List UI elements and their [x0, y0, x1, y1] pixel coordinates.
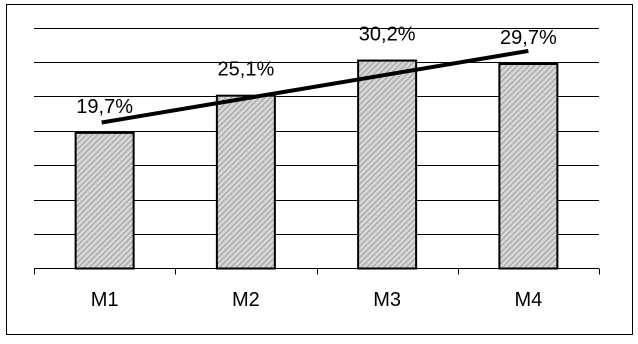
data-labels: 19,7% 25,1% 30,2% 29,7%	[76, 24, 557, 118]
bar-m4	[498, 62, 559, 270]
x-tick-label: M4	[514, 289, 542, 311]
data-label: 30,2%	[359, 24, 416, 46]
trendline-group	[101, 48, 529, 125]
data-label: 25,1%	[218, 59, 275, 81]
x-tick-label: M1	[91, 289, 119, 311]
bar-m1	[74, 131, 135, 270]
x-tick-label: M3	[373, 289, 401, 311]
trendline	[101, 48, 529, 125]
bar-m2	[215, 94, 276, 270]
x-axis: M1 M2 M3 M4	[34, 268, 600, 311]
bars	[74, 59, 559, 270]
bar-m3	[357, 59, 418, 270]
data-label: 19,7%	[76, 96, 133, 118]
data-label: 29,7%	[500, 27, 557, 49]
x-tick-label: M2	[232, 289, 260, 311]
